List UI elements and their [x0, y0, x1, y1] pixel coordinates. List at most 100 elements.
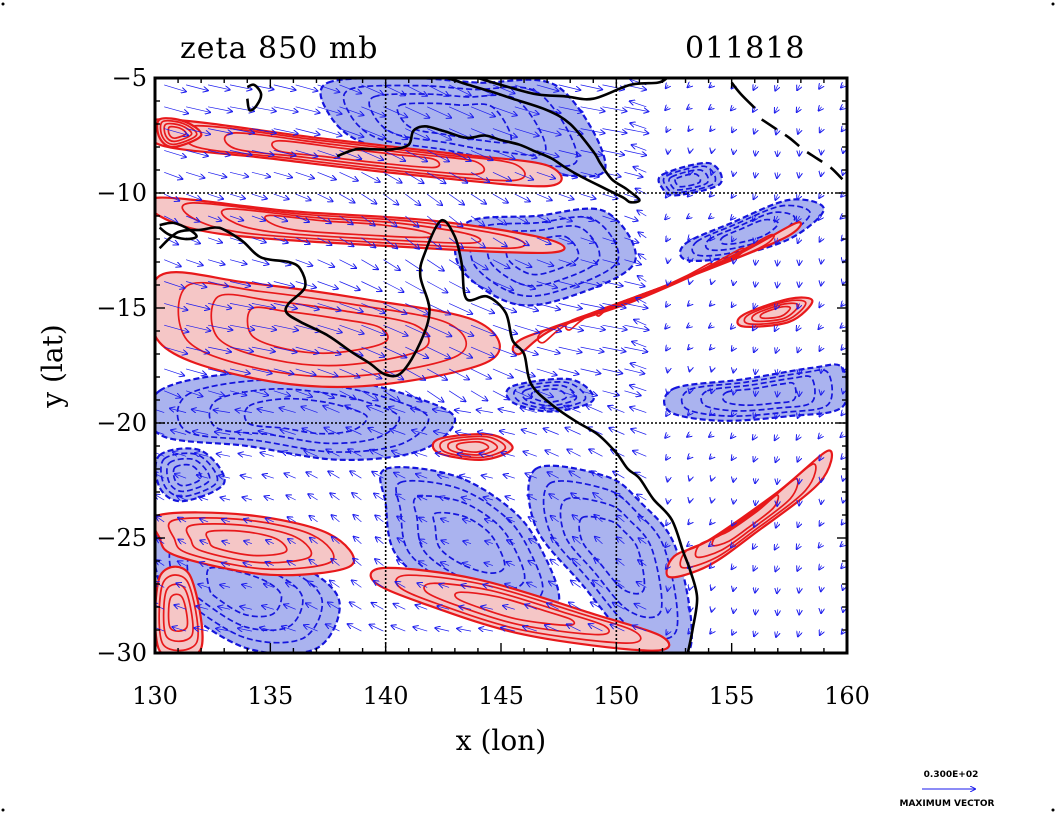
- wind-vector: [547, 603, 559, 610]
- wind-vector: [632, 145, 647, 151]
- wind-vector: [456, 432, 472, 435]
- wind-vector: [636, 298, 647, 304]
- wind-vector: [602, 324, 627, 330]
- wind-vector: [339, 237, 354, 247]
- wind-vector: [668, 369, 669, 372]
- wind-vector: [164, 128, 188, 136]
- wind-vector: [374, 494, 384, 501]
- wind-vector: [843, 609, 844, 612]
- wind-vector: [208, 128, 232, 134]
- wind-vector: [821, 260, 822, 264]
- wind-vector: [295, 368, 316, 375]
- wind-vector: [624, 303, 647, 308]
- wind-vector: [558, 193, 574, 199]
- wind-vector: [529, 517, 537, 522]
- wind-vectors: [155, 79, 844, 637]
- wind-vector: [777, 390, 778, 397]
- wind-vector: [251, 193, 267, 199]
- x-tick-labels: 130 135 140 145 150 155 160: [132, 682, 870, 710]
- wind-vector: [522, 430, 537, 435]
- wind-vector: [266, 540, 274, 544]
- wind-vector: [217, 454, 231, 457]
- wind-vector: [485, 519, 494, 522]
- wind-vector: [710, 631, 712, 634]
- wind-vector: [470, 303, 494, 313]
- wind-vector: [753, 85, 756, 90]
- wind-vector: [712, 150, 713, 153]
- wind-vector: [777, 478, 778, 484]
- wind-vector: [470, 237, 485, 248]
- wind-vector: [426, 193, 442, 205]
- wind-vector: [732, 413, 734, 417]
- x-tick-label: 145: [478, 682, 524, 710]
- wind-vector: [208, 106, 232, 112]
- wind-vector: [361, 281, 381, 292]
- wind-vector: [164, 368, 184, 376]
- wind-vector: [492, 324, 517, 334]
- wind-vector: [754, 413, 756, 418]
- wind-vector: [479, 628, 493, 631]
- wind-vector: [383, 84, 405, 95]
- wind-vector: [624, 259, 641, 265]
- wind-vector: [733, 587, 734, 591]
- wind-vector: [602, 128, 627, 133]
- wind-vector: [427, 324, 451, 336]
- wind-vector: [755, 260, 756, 265]
- wind-vector: [777, 587, 778, 593]
- wind-vector: [251, 237, 266, 243]
- wind-vector: [208, 390, 224, 396]
- wind-vector: [286, 583, 296, 588]
- wind-vector: [492, 193, 508, 203]
- wind-vector: [208, 324, 232, 330]
- wind-vector: [326, 450, 340, 457]
- wind-vector: [638, 516, 647, 523]
- wind-vector: [799, 499, 800, 505]
- dashed-boundary: [760, 118, 844, 181]
- wind-vector: [776, 521, 778, 528]
- wind-vector: [284, 605, 296, 610]
- wind-vector: [506, 497, 515, 501]
- wind-vector: [710, 194, 712, 197]
- wind-vector: [536, 390, 553, 397]
- graticule: [155, 78, 847, 653]
- wind-vector: [608, 406, 625, 413]
- wind-vector: [775, 215, 778, 222]
- wind-vector: [755, 587, 756, 592]
- wind-vector: [591, 602, 603, 610]
- wind-vector: [438, 475, 450, 478]
- wind-vector: [776, 630, 778, 637]
- wind-vector: [841, 85, 844, 88]
- wind-vector: [634, 167, 647, 173]
- wind-vector: [251, 259, 269, 265]
- wind-vector: [288, 517, 296, 522]
- wind-vector: [251, 281, 272, 287]
- wind-vector: [819, 107, 822, 111]
- coastline: [477, 78, 668, 101]
- wind-vector: [372, 603, 384, 610]
- wind-vector: [602, 303, 626, 307]
- wind-vector: [613, 472, 625, 479]
- x-axis-title: x (lon): [456, 724, 546, 757]
- wind-vector: [843, 587, 844, 590]
- wind-vector: [775, 84, 778, 91]
- wind-vector: [241, 475, 252, 478]
- wind-vector: [427, 128, 451, 140]
- wind-vector: [462, 497, 472, 500]
- wind-vector: [637, 211, 647, 217]
- wind-vector: [251, 368, 272, 374]
- wind-vector: [263, 475, 274, 479]
- wind-vector: [427, 84, 449, 96]
- positive-vorticity-region: [155, 118, 563, 188]
- wind-vector: [624, 171, 642, 177]
- wind-vector: [251, 390, 268, 396]
- wind-vector: [222, 563, 231, 566]
- wind-vector: [484, 497, 494, 500]
- wind-vector: [339, 303, 363, 311]
- wind-vector: [470, 171, 489, 182]
- wind-vector: [843, 282, 844, 285]
- wind-vector: [841, 456, 843, 459]
- wind-vector: [580, 259, 598, 265]
- wind-vector: [545, 450, 559, 457]
- wind-vector: [416, 474, 428, 479]
- wind-vector: [164, 84, 186, 92]
